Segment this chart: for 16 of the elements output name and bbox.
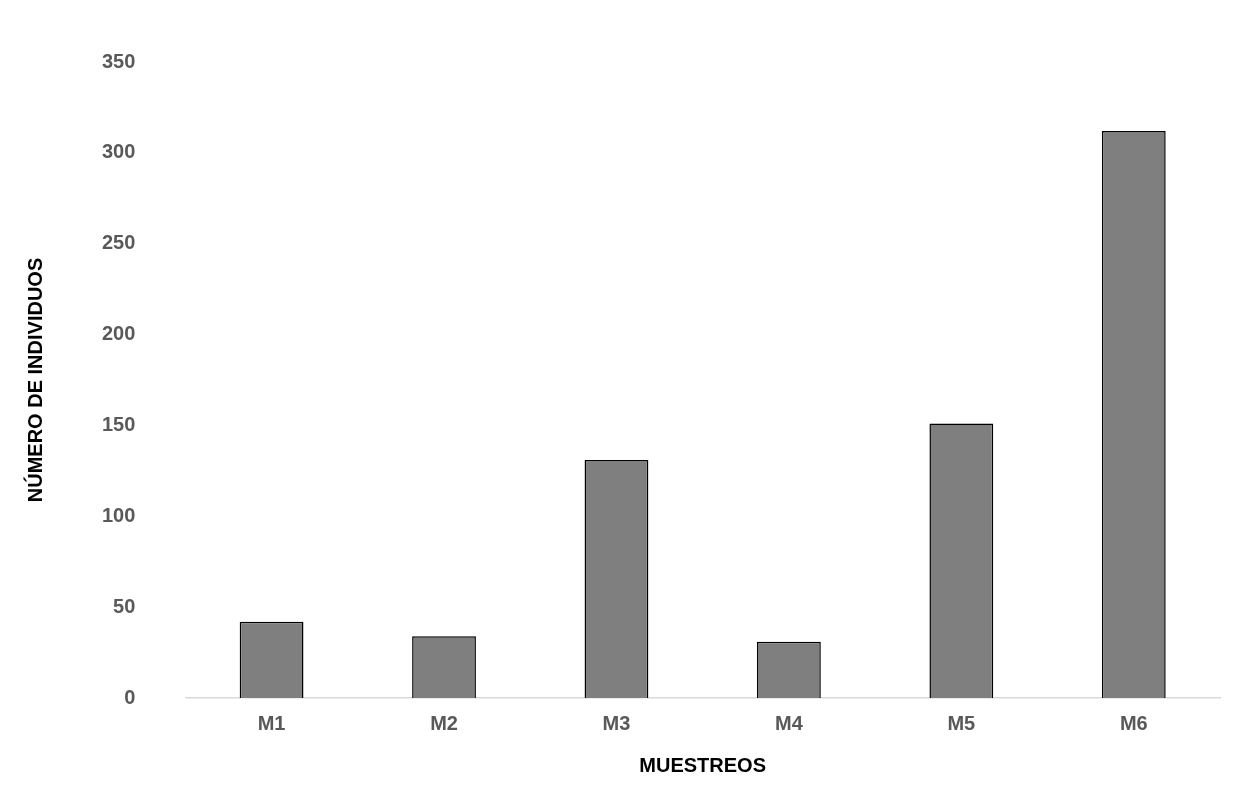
x-axis-title: MUESTREOS xyxy=(639,753,767,776)
y-tick-label: 250 xyxy=(101,231,136,254)
y-tick-label: 0 xyxy=(124,685,136,708)
y-tick-label: 200 xyxy=(101,322,136,345)
x-tick-label: M5 xyxy=(947,711,976,734)
x-tick-label: M2 xyxy=(430,711,458,734)
y-axis-title: NÚMERO DE INDIVIDUOS xyxy=(22,257,46,503)
y-tick-label: 350 xyxy=(101,49,136,72)
y-tick-label: 300 xyxy=(101,140,136,163)
y-tick-label: 50 xyxy=(113,594,136,617)
y-tick-label: 100 xyxy=(101,503,136,526)
x-tick-label: M6 xyxy=(1119,711,1148,734)
x-tick-label: M3 xyxy=(602,711,631,734)
x-tick-label: M1 xyxy=(257,711,286,734)
x-tick-label: M4 xyxy=(775,711,804,734)
y-tick-label: 150 xyxy=(101,412,136,435)
